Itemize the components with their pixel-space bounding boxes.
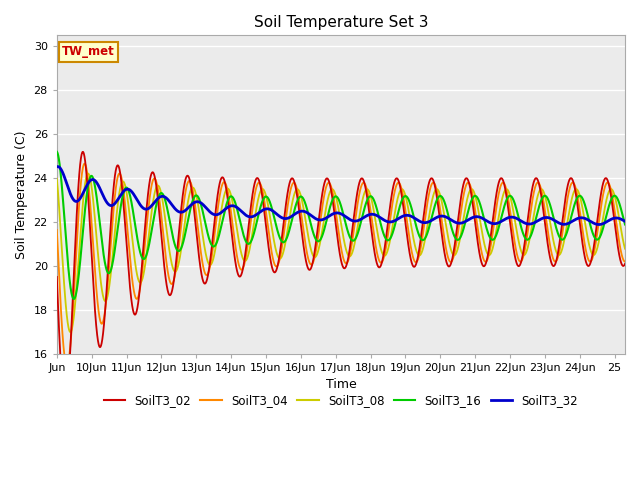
Title: Soil Temperature Set 3: Soil Temperature Set 3 xyxy=(253,15,428,30)
Y-axis label: Soil Temperature (C): Soil Temperature (C) xyxy=(15,130,28,259)
X-axis label: Time: Time xyxy=(326,378,356,391)
Legend: SoilT3_02, SoilT3_04, SoilT3_08, SoilT3_16, SoilT3_32: SoilT3_02, SoilT3_04, SoilT3_08, SoilT3_… xyxy=(99,389,583,411)
Text: TW_met: TW_met xyxy=(62,45,115,58)
